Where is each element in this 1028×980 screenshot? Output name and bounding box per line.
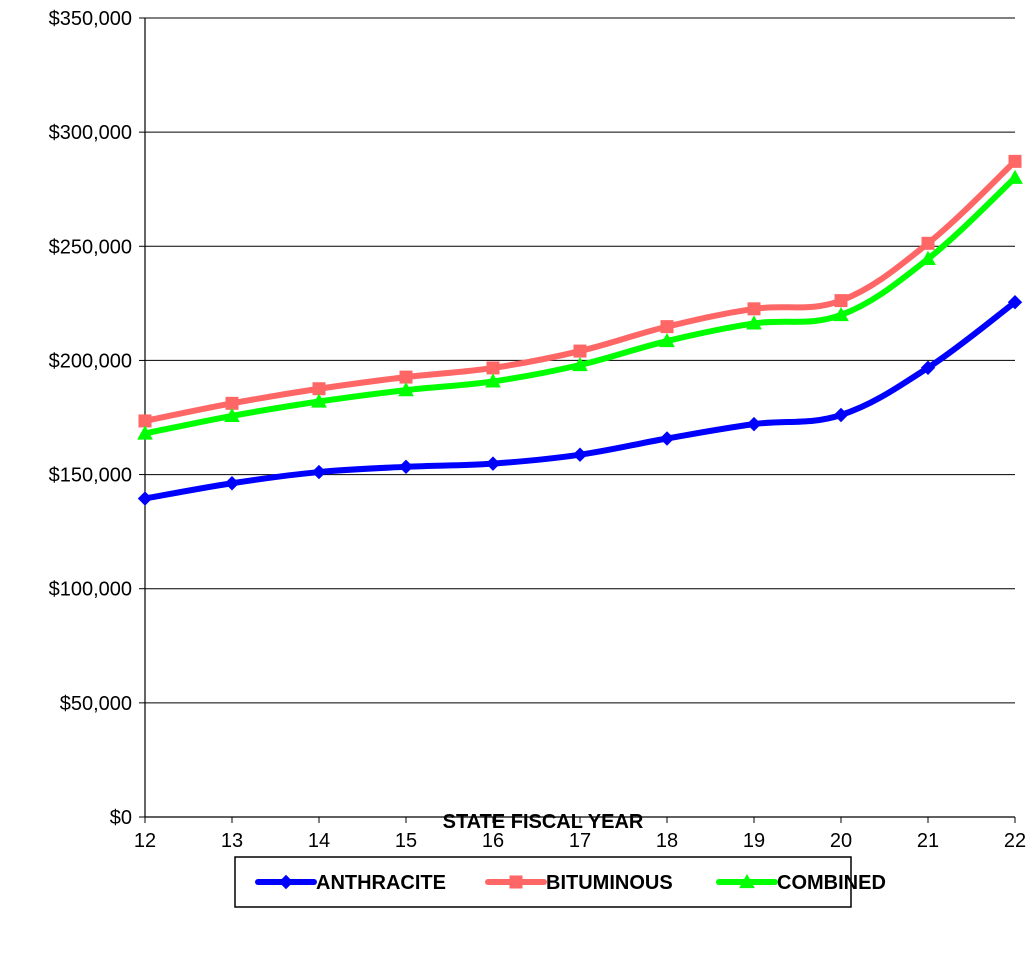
data-point-bituminous	[1008, 154, 1022, 168]
x-tick-label: 18	[656, 830, 678, 852]
y-tick-label: $300,000	[49, 122, 132, 144]
data-point-anthracite	[746, 416, 762, 432]
data-point-combined	[137, 425, 153, 440]
data-point-bituminous	[138, 414, 152, 428]
legend: ANTHRACITE BITUMINOUS COMBINED	[234, 856, 886, 908]
data-point-bituminous	[399, 370, 413, 384]
data-point-bituminous	[225, 396, 239, 410]
data-point-anthracite	[311, 464, 327, 480]
data-point-anthracite	[398, 459, 414, 475]
x-tick-label: 14	[308, 830, 330, 852]
data-point-combined	[398, 382, 414, 397]
data-point-combined	[572, 356, 588, 372]
data-point-anthracite	[659, 431, 675, 446]
data-point-bituminous	[573, 344, 587, 358]
x-tick-label: 20	[830, 830, 852, 852]
data-point-combined	[920, 250, 936, 265]
x-tick-label: 21	[917, 830, 939, 852]
legend-item-combined: COMBINED	[716, 872, 886, 894]
data-point-combined	[746, 315, 762, 330]
data-point-anthracite	[485, 456, 501, 471]
x-axis-title: STATE FISCAL YEAR	[443, 811, 644, 833]
data-point-bituminous	[312, 382, 326, 396]
data-point-anthracite	[833, 407, 849, 423]
y-tick-label: $50,000	[60, 693, 132, 715]
data-point-combined	[1007, 169, 1023, 184]
data-point-bituminous	[660, 320, 674, 334]
series-bituminous	[138, 154, 1022, 428]
data-point-bituminous	[486, 361, 500, 375]
series-line-anthracite	[142, 299, 1018, 502]
x-tick-label: 17	[569, 830, 591, 852]
tick-labels: $0 $50,000 $100,000 $150,000 $200,000 $250,00…	[49, 8, 1027, 852]
grid-lines	[145, 17, 1015, 818]
x-tick-label: 19	[743, 830, 765, 852]
x-tick-label: 12	[134, 830, 156, 852]
legend-item-bituminous: BITUMINOUS	[485, 872, 673, 894]
data-point-bituminous	[921, 236, 935, 250]
legend-item-anthracite: ANTHRACITE	[255, 872, 446, 894]
legend-swatch-marker	[739, 873, 755, 889]
data-point-anthracite	[920, 360, 936, 375]
x-tick-label: 22	[1004, 830, 1026, 852]
x-tick-label: 13	[221, 830, 243, 852]
x-tick-label: 16	[482, 830, 504, 852]
data-point-bituminous	[747, 302, 761, 316]
data-point-anthracite	[572, 447, 588, 462]
data-point-combined	[833, 306, 849, 322]
series-lines	[137, 154, 1023, 506]
y-tick-label: $100,000	[49, 579, 132, 601]
legend-label: BITUMINOUS	[546, 872, 673, 894]
legend-swatch-marker	[509, 875, 523, 889]
data-point-anthracite	[224, 476, 240, 491]
series-combined	[137, 169, 1023, 440]
legend-label: ANTHRACITE	[316, 872, 446, 894]
series-anthracite	[137, 295, 1023, 506]
y-tick-label: $0	[110, 807, 132, 829]
y-tick-label: $350,000	[49, 8, 132, 30]
x-tick-label: 15	[395, 830, 417, 852]
axes	[139, 17, 1016, 823]
legend-label: COMBINED	[777, 872, 886, 894]
data-point-combined	[311, 393, 327, 408]
data-point-anthracite	[137, 491, 153, 506]
y-tick-label: $150,000	[49, 465, 132, 487]
y-tick-label: $200,000	[49, 350, 132, 372]
data-point-combined	[224, 407, 240, 423]
data-point-anthracite	[1007, 295, 1023, 310]
data-point-combined	[659, 332, 675, 348]
data-point-combined	[485, 373, 501, 388]
legend-swatch-marker	[278, 874, 294, 890]
y-tick-label: $250,000	[49, 236, 132, 258]
data-point-bituminous	[834, 294, 848, 308]
